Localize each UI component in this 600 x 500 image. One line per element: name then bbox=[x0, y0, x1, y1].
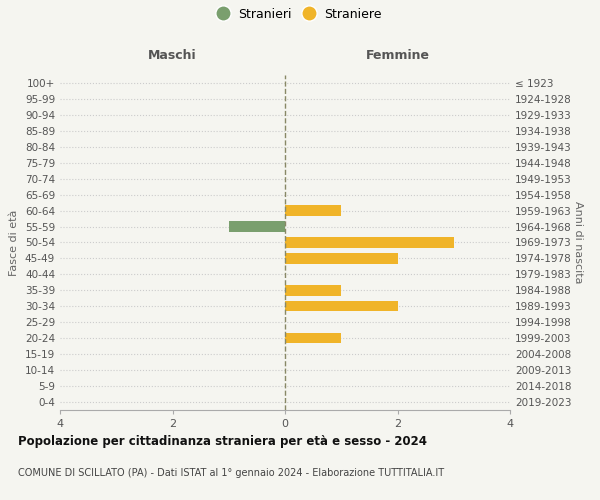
Bar bbox=[285, 333, 341, 344]
Text: Popolazione per cittadinanza straniera per età e sesso - 2024: Popolazione per cittadinanza straniera p… bbox=[18, 435, 427, 448]
Legend: Stranieri, Straniere: Stranieri, Straniere bbox=[213, 2, 387, 26]
Y-axis label: Anni di nascita: Anni di nascita bbox=[573, 201, 583, 284]
Text: Maschi: Maschi bbox=[148, 48, 197, 62]
Bar bbox=[285, 301, 398, 312]
Bar bbox=[285, 206, 341, 216]
Bar bbox=[285, 238, 454, 248]
Bar bbox=[229, 222, 285, 232]
Bar bbox=[285, 254, 398, 264]
Text: COMUNE DI SCILLATO (PA) - Dati ISTAT al 1° gennaio 2024 - Elaborazione TUTTITALI: COMUNE DI SCILLATO (PA) - Dati ISTAT al … bbox=[18, 468, 444, 477]
Y-axis label: Fasce di età: Fasce di età bbox=[10, 210, 19, 276]
Text: Femmine: Femmine bbox=[365, 48, 430, 62]
Bar bbox=[285, 285, 341, 296]
